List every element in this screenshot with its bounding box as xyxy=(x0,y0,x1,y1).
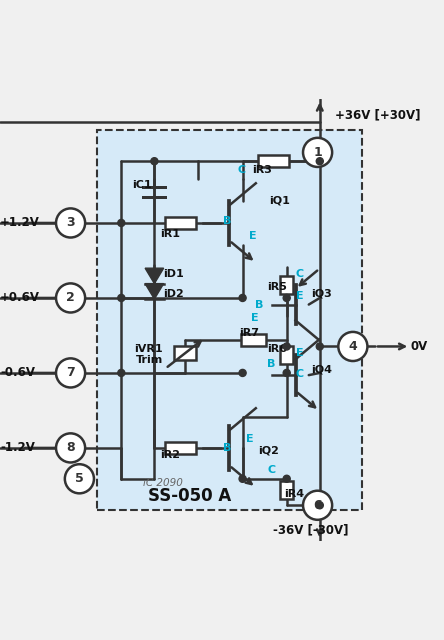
Circle shape xyxy=(65,464,94,493)
Circle shape xyxy=(303,138,332,167)
Text: 2: 2 xyxy=(66,291,75,305)
Text: B: B xyxy=(223,216,231,226)
Text: C: C xyxy=(296,369,304,379)
Text: iQ3: iQ3 xyxy=(311,289,332,298)
Text: iQ1: iQ1 xyxy=(269,196,290,206)
Circle shape xyxy=(239,294,246,301)
Circle shape xyxy=(283,476,290,483)
Text: 8: 8 xyxy=(66,442,75,454)
Text: -36V [-30V]: -36V [-30V] xyxy=(274,523,349,536)
Text: iC1: iC1 xyxy=(132,180,152,191)
Text: 1: 1 xyxy=(313,146,322,159)
Circle shape xyxy=(316,502,323,509)
Bar xyxy=(242,334,266,346)
Text: 7: 7 xyxy=(66,367,75,380)
Text: E: E xyxy=(246,434,254,444)
Circle shape xyxy=(239,369,246,376)
Circle shape xyxy=(283,294,290,301)
Circle shape xyxy=(316,343,323,350)
Text: iR4: iR4 xyxy=(285,489,305,499)
Text: C: C xyxy=(237,165,246,175)
Circle shape xyxy=(151,157,158,164)
Bar xyxy=(258,156,289,167)
Text: -1.2V: -1.2V xyxy=(0,442,35,454)
Circle shape xyxy=(56,358,85,387)
Text: iD1: iD1 xyxy=(163,269,184,278)
Text: iD2: iD2 xyxy=(163,289,184,300)
Bar xyxy=(280,276,293,294)
Circle shape xyxy=(303,491,332,520)
Text: C: C xyxy=(268,465,276,475)
Circle shape xyxy=(56,284,85,312)
Text: +36V [+30V]: +36V [+30V] xyxy=(335,108,421,122)
Circle shape xyxy=(56,433,85,463)
Text: 0V: 0V xyxy=(411,340,428,353)
Circle shape xyxy=(56,209,85,237)
Text: iR1: iR1 xyxy=(160,229,180,239)
Text: iR2: iR2 xyxy=(160,449,180,460)
Text: 6: 6 xyxy=(313,499,322,512)
Circle shape xyxy=(118,369,125,376)
Text: B: B xyxy=(223,443,231,453)
Text: iVR1: iVR1 xyxy=(135,344,163,354)
Circle shape xyxy=(118,220,125,227)
Text: iQ4: iQ4 xyxy=(311,364,332,374)
Circle shape xyxy=(283,369,290,376)
Text: E: E xyxy=(249,231,257,241)
Text: iR5: iR5 xyxy=(267,282,287,292)
Text: iC 2090: iC 2090 xyxy=(143,478,183,488)
Text: iR7: iR7 xyxy=(239,328,259,338)
Polygon shape xyxy=(145,284,164,299)
Text: Trim: Trim xyxy=(136,355,163,365)
Text: 4: 4 xyxy=(349,340,357,353)
Text: iR3: iR3 xyxy=(253,165,272,175)
Circle shape xyxy=(283,343,290,350)
Text: SS-050 A: SS-050 A xyxy=(148,488,231,506)
Polygon shape xyxy=(145,268,164,284)
Circle shape xyxy=(239,476,246,483)
Circle shape xyxy=(338,332,368,361)
Text: B: B xyxy=(255,300,263,310)
Text: E: E xyxy=(296,291,303,301)
Text: iQ2: iQ2 xyxy=(258,445,279,455)
Bar xyxy=(280,346,293,364)
Text: E: E xyxy=(251,313,259,323)
Text: E: E xyxy=(296,348,303,358)
Text: -0.6V: -0.6V xyxy=(0,367,35,380)
Text: iR6: iR6 xyxy=(267,344,287,354)
Circle shape xyxy=(118,294,125,301)
Text: +0.6V: +0.6V xyxy=(0,291,40,305)
Bar xyxy=(280,481,293,499)
FancyBboxPatch shape xyxy=(97,131,362,509)
Bar xyxy=(174,346,196,360)
Text: 3: 3 xyxy=(66,216,75,230)
Bar xyxy=(166,217,196,228)
Text: 5: 5 xyxy=(75,472,84,485)
Text: C: C xyxy=(296,269,304,278)
Bar xyxy=(166,442,196,454)
Circle shape xyxy=(316,157,323,164)
Text: B: B xyxy=(267,359,275,369)
Text: +1.2V: +1.2V xyxy=(0,216,40,230)
